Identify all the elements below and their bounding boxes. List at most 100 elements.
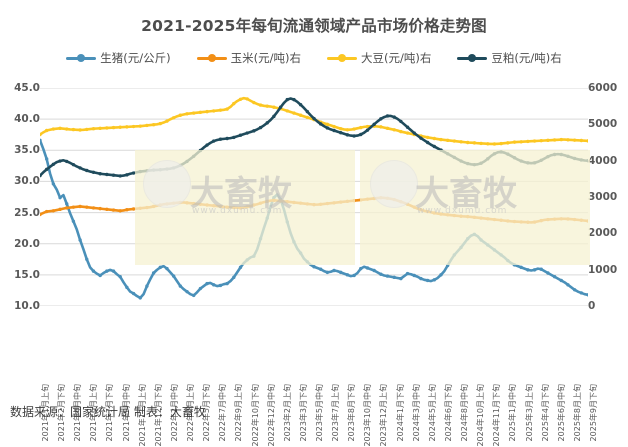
series-point [158, 121, 162, 126]
series-point [439, 212, 443, 216]
series-point [165, 202, 169, 206]
series-point [151, 122, 156, 127]
series-point [519, 140, 523, 144]
series-point [325, 126, 330, 130]
series-point [439, 148, 443, 152]
series-point [145, 169, 149, 173]
series-point [65, 159, 69, 164]
series-point [138, 124, 142, 128]
series-point [345, 273, 350, 277]
legend-item-corn[interactable]: 玉米(元/吨)右 [196, 50, 301, 66]
series-point [138, 206, 142, 210]
legend-item-pig[interactable]: 生猪(元/公斤) [66, 50, 171, 66]
series-point [272, 114, 276, 119]
series-point [212, 109, 216, 113]
series-point [91, 170, 96, 174]
series-point [245, 97, 249, 101]
series-point [305, 115, 310, 120]
series-point [78, 128, 82, 132]
series-point [432, 144, 436, 149]
series-point [78, 166, 82, 170]
series-point [412, 131, 416, 135]
series-point [145, 123, 149, 128]
series-point [365, 128, 370, 132]
series-point [372, 122, 376, 127]
series-line [40, 97, 588, 178]
series-point [345, 199, 350, 204]
x-axis-tick: 2024年11月下旬 [492, 384, 502, 447]
y-right-tick: 0 [588, 300, 596, 312]
series-point [566, 283, 570, 287]
series-point [205, 143, 209, 147]
series-point [305, 202, 310, 206]
series-point [192, 111, 196, 115]
series-point [506, 141, 510, 145]
series-point [499, 150, 503, 154]
series-point [158, 168, 162, 172]
series-point [105, 269, 109, 273]
series-point [339, 130, 343, 135]
x-axis-tick: 2023年12月上旬 [379, 384, 389, 447]
y-left-tick: 45.0 [14, 82, 40, 94]
series-point [285, 109, 289, 113]
y-left-tick: 20.0 [14, 237, 40, 250]
series-point [252, 129, 256, 133]
series-point [40, 212, 42, 217]
series-point [359, 198, 363, 202]
series-point [526, 220, 530, 224]
series-point [539, 138, 543, 143]
y-left-tick: 25.0 [14, 206, 40, 219]
series-point [432, 211, 436, 215]
series-point [298, 201, 303, 205]
legend-item-soymeal[interactable]: 豆粕(元/吨)右 [457, 50, 562, 66]
series-point [58, 159, 62, 163]
chart-legend: 生猪(元/公斤) 玉米(元/吨)右 大豆(元/吨)右 豆粕(元/吨)右 [0, 50, 628, 66]
series-point [546, 271, 550, 275]
series-point [151, 168, 156, 172]
series-point [539, 267, 543, 271]
series-point [178, 284, 183, 288]
series-point [205, 203, 209, 207]
series-point [472, 232, 477, 237]
series-point [399, 119, 403, 124]
legend-swatch-pig [66, 53, 97, 64]
series-point [512, 263, 517, 267]
series-point [506, 258, 510, 263]
legend-label-corn: 玉米(元/吨)右 [230, 51, 301, 65]
series-point [65, 206, 69, 210]
series-point [185, 289, 189, 294]
series-point [232, 275, 236, 280]
series-point [466, 140, 470, 145]
series-point [131, 124, 136, 129]
series-point [318, 267, 323, 271]
series-line [40, 196, 588, 224]
series-point [339, 200, 343, 204]
series-point [258, 103, 263, 107]
series-point [185, 112, 189, 116]
series-point [205, 281, 209, 286]
series-point [332, 124, 336, 129]
series-point [412, 273, 416, 278]
series-point [445, 263, 450, 268]
series-point [359, 125, 363, 130]
y-right-tick: 1000 [588, 263, 618, 276]
series-point [332, 268, 336, 273]
series-point [519, 265, 523, 270]
series-point [238, 133, 243, 137]
series-point [138, 169, 142, 174]
legend-item-soybean[interactable]: 大豆(元/吨)右 [327, 50, 431, 66]
series-point [218, 283, 223, 288]
series-point [292, 240, 296, 244]
series-point [58, 207, 62, 212]
series-point [65, 127, 69, 131]
series-point [118, 125, 122, 129]
series-point [292, 111, 296, 115]
series-point [225, 205, 229, 209]
series-point [419, 208, 423, 212]
series-point [238, 206, 243, 210]
series-point [452, 139, 457, 143]
source-note: 数据来源：国家统计局 制表：大畜牧 [10, 405, 206, 419]
series-point [419, 136, 423, 140]
series-point [506, 219, 510, 223]
series-point [312, 116, 316, 121]
